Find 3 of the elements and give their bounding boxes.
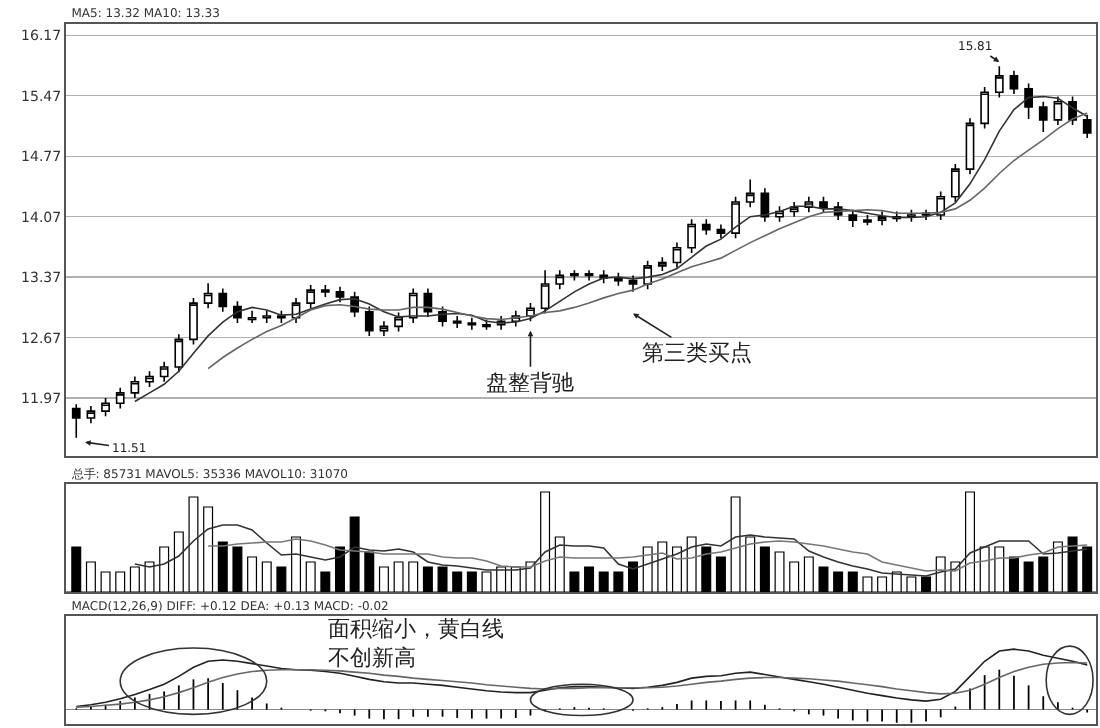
annotation: 盘整背驰 [486,370,574,396]
annotation: 面积缩小，黄白线不创新高 [328,616,504,671]
annotation: 第三类买点 [642,340,752,366]
